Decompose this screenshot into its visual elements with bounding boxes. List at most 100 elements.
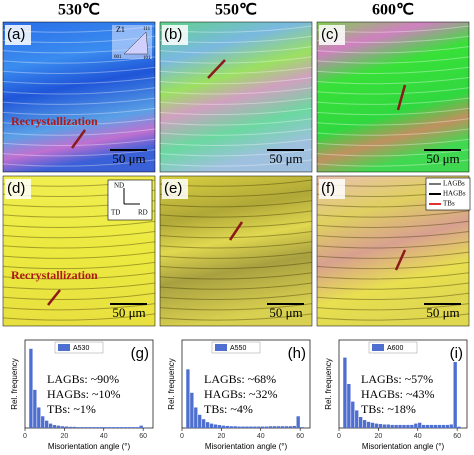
panel-label: (c) xyxy=(321,26,339,43)
legend-label: TBs xyxy=(443,200,455,208)
grain-texture xyxy=(2,272,156,280)
bar xyxy=(52,425,57,428)
bar xyxy=(288,426,292,428)
bar xyxy=(276,426,281,428)
ebsd-map xyxy=(159,175,313,327)
arrow xyxy=(207,59,226,79)
x-tick-label: 60 xyxy=(296,433,304,440)
legend-label: A530 xyxy=(73,345,89,352)
bar xyxy=(201,419,206,428)
bar xyxy=(358,417,363,428)
grain-texture xyxy=(316,282,470,290)
grain-texture xyxy=(159,66,313,74)
grain-texture xyxy=(316,251,470,259)
bar xyxy=(418,422,422,428)
bar xyxy=(261,426,265,428)
bar xyxy=(108,427,112,428)
scale-label: 50 μm xyxy=(112,151,145,166)
grain-texture xyxy=(316,107,470,116)
plot-frame xyxy=(181,339,311,429)
bar xyxy=(296,416,300,428)
grain-texture xyxy=(2,107,156,116)
bar xyxy=(88,427,92,428)
panel-label: (e) xyxy=(164,180,182,197)
annotation: TBs: ~18% xyxy=(361,402,416,416)
x-tick-label: 0 xyxy=(337,433,341,440)
bar xyxy=(143,427,147,428)
ipf-title: Z1 xyxy=(116,25,125,34)
x-tick-label: 20 xyxy=(60,433,68,440)
x-tick-label: 60 xyxy=(139,433,147,440)
legend-label: A600 xyxy=(387,345,403,352)
grain-texture xyxy=(159,313,313,321)
bar xyxy=(80,427,84,428)
grain-texture xyxy=(2,303,156,311)
bar xyxy=(370,422,375,428)
grain-texture xyxy=(316,97,470,105)
bar xyxy=(127,427,132,428)
x-axis-label: Misorientation angle (°) xyxy=(48,442,131,451)
annotation: TBs: ~1% xyxy=(47,402,96,416)
bar xyxy=(272,426,277,428)
bar xyxy=(292,425,296,428)
legend-label: LAGBs xyxy=(443,180,465,188)
bar xyxy=(284,426,289,428)
x-tick-label: 40 xyxy=(100,433,108,440)
annotation: HAGBs: ~10% xyxy=(47,387,121,401)
scale-label: 50 μm xyxy=(426,305,459,320)
grain-texture xyxy=(159,282,313,290)
bar xyxy=(347,384,351,428)
bar xyxy=(366,421,371,428)
column-header: 550℃ xyxy=(215,2,257,19)
bar xyxy=(41,416,45,428)
grain-texture xyxy=(159,241,313,249)
bar xyxy=(64,426,69,428)
grain-texture xyxy=(2,231,156,239)
grain-texture xyxy=(159,159,313,167)
bar xyxy=(402,424,406,428)
ebsd-map xyxy=(159,21,313,173)
grain-texture xyxy=(316,77,470,85)
bar xyxy=(119,427,124,428)
bar xyxy=(37,407,41,428)
bar xyxy=(131,427,135,428)
bar xyxy=(437,424,442,428)
panel-label: (a) xyxy=(7,26,25,43)
charts: A530 0 20 40 60 Misorientation angle (°) Rel. … xyxy=(10,339,468,451)
grain-texture xyxy=(316,313,470,321)
bar xyxy=(233,426,237,428)
bar xyxy=(422,424,426,428)
bar xyxy=(425,424,430,428)
panel-label: (b) xyxy=(164,26,182,43)
grain-texture xyxy=(159,97,313,105)
arrow xyxy=(228,221,244,241)
bar xyxy=(253,426,257,428)
bar xyxy=(374,423,379,428)
bar xyxy=(209,423,214,428)
bar xyxy=(135,427,139,428)
bar xyxy=(394,424,398,428)
bar xyxy=(441,424,446,428)
bar xyxy=(351,401,355,428)
grain-texture xyxy=(2,313,156,321)
annotation: HAGBs: ~43% xyxy=(361,387,435,401)
x-axis-label: Misorientation angle (°) xyxy=(362,442,445,451)
column-header: 600℃ xyxy=(372,2,414,19)
bar xyxy=(390,424,394,428)
label-bg xyxy=(5,25,31,45)
grain-texture xyxy=(316,220,470,228)
grain-texture xyxy=(2,87,156,95)
grain-texture xyxy=(159,292,313,301)
y-axis-label: Rel. frequency xyxy=(167,358,176,410)
bar xyxy=(410,424,414,428)
overlays: Z1 001 101 111 ND TD RD LAGBs HAGBs TBs xyxy=(47,25,471,306)
grain-texture xyxy=(159,138,313,147)
grain-texture xyxy=(159,210,313,218)
grain-texture xyxy=(159,231,313,239)
axes-key-box xyxy=(107,179,153,221)
legend-swatch xyxy=(215,344,227,351)
plot-frame xyxy=(338,339,468,429)
bar xyxy=(217,425,222,428)
